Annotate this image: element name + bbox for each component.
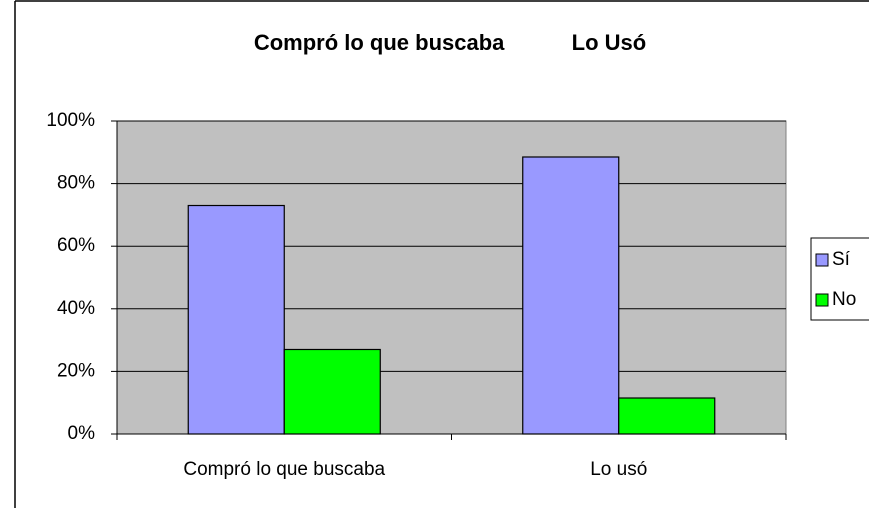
x-tick-label: Compró lo que buscaba <box>183 459 385 480</box>
legend-label: No <box>832 289 856 310</box>
legend-label: Sí <box>832 249 851 270</box>
y-tick-label: 100% <box>46 110 95 131</box>
y-tick-label: 0% <box>68 423 96 444</box>
y-tick-label: 80% <box>57 173 95 194</box>
y-tick-label: 40% <box>57 298 95 319</box>
legend-swatch <box>815 253 829 267</box>
y-tick-label: 60% <box>57 235 95 256</box>
bar <box>187 204 285 435</box>
bar <box>522 156 620 435</box>
x-tick-label: Lo usó <box>590 459 647 480</box>
bar <box>283 348 381 435</box>
legend-swatch <box>815 293 829 307</box>
y-tick-label: 20% <box>57 360 95 381</box>
bar <box>618 397 716 435</box>
chart-title: Compró lo que buscaba Lo Usó <box>254 30 646 55</box>
